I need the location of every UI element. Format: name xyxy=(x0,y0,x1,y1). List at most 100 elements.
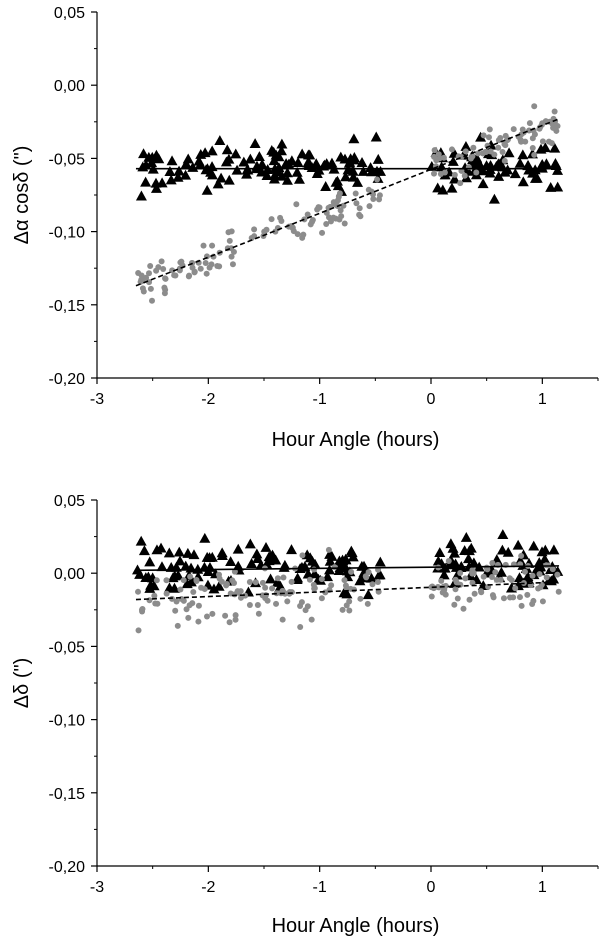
data-point-triangle xyxy=(173,165,185,176)
data-point-triangle xyxy=(517,176,529,187)
data-point-circle xyxy=(374,176,381,183)
data-point-circle xyxy=(437,171,444,178)
data-point-triangle xyxy=(150,183,162,193)
data-point-circle xyxy=(431,153,438,160)
data-point-circle xyxy=(369,581,376,588)
data-point-triangle xyxy=(174,555,186,566)
data-point-circle xyxy=(466,596,473,603)
data-point-triangle xyxy=(292,572,304,583)
data-point-triangle xyxy=(549,142,561,153)
data-point-circle xyxy=(529,600,536,607)
data-point-triangle xyxy=(283,158,295,169)
data-point-circle xyxy=(473,169,480,176)
data-point-triangle xyxy=(459,545,471,555)
y-tick-label: -0,15 xyxy=(49,786,86,803)
x-tick-label: -1 xyxy=(313,391,327,408)
data-point-triangle xyxy=(292,157,304,168)
x-axis-title: Hour Angle (hours) xyxy=(272,429,440,451)
data-point-circle xyxy=(153,577,160,584)
data-point-circle xyxy=(328,582,335,589)
data-point-circle xyxy=(554,571,561,578)
data-point-triangle xyxy=(324,564,336,575)
data-point-circle xyxy=(457,180,464,187)
data-point-triangle xyxy=(293,173,305,184)
data-point-circle xyxy=(311,566,318,573)
data-point-circle xyxy=(539,598,546,605)
data-point-triangle xyxy=(345,153,357,164)
data-point-circle xyxy=(442,591,449,598)
data-point-circle xyxy=(206,264,213,271)
data-point-circle xyxy=(510,126,517,133)
data-point-circle xyxy=(318,595,325,602)
data-point-triangle xyxy=(362,589,374,600)
data-point-circle xyxy=(485,134,492,141)
data-point-triangle xyxy=(549,157,561,168)
data-point-circle xyxy=(246,601,253,608)
data-point-circle xyxy=(193,578,200,585)
y-tick-label: -0,05 xyxy=(49,639,86,656)
data-point-triangle xyxy=(309,568,321,579)
data-point-circle xyxy=(518,138,525,145)
data-point-circle xyxy=(374,579,381,586)
data-point-triangle xyxy=(352,176,364,187)
data-point-triangle xyxy=(365,162,377,173)
data-point-triangle xyxy=(223,174,235,185)
data-point-triangle xyxy=(291,166,303,177)
data-point-triangle xyxy=(163,547,175,558)
data-point-circle xyxy=(230,248,237,255)
data-point-circle xyxy=(161,284,168,291)
data-point-triangle xyxy=(146,157,158,168)
y-tick-label: -0,10 xyxy=(49,713,86,730)
data-point-triangle xyxy=(270,554,282,565)
data-point-triangle xyxy=(260,541,272,552)
data-point-triangle xyxy=(188,549,200,560)
data-point-triangle xyxy=(370,131,382,142)
data-point-circle xyxy=(518,131,525,138)
data-point-triangle xyxy=(261,170,273,180)
data-point-circle xyxy=(147,285,154,292)
data-point-circle xyxy=(201,586,208,593)
data-point-circle xyxy=(480,573,487,580)
data-point-circle xyxy=(187,573,194,580)
data-point-triangle xyxy=(223,153,235,164)
data-point-circle xyxy=(255,610,262,617)
y-tick-label: 0,00 xyxy=(54,566,85,583)
data-point-circle xyxy=(452,586,459,593)
data-point-circle xyxy=(460,605,467,612)
data-point-triangle xyxy=(460,531,472,542)
data-point-triangle xyxy=(340,171,352,182)
data-point-triangle xyxy=(438,569,450,580)
data-point-circle xyxy=(163,590,170,597)
data-point-circle xyxy=(140,288,147,295)
data-point-circle xyxy=(325,546,332,553)
data-point-triangle xyxy=(144,583,156,593)
data-point-circle xyxy=(529,144,536,151)
data-point-circle xyxy=(469,579,476,586)
data-point-triangle xyxy=(150,149,162,160)
data-point-circle xyxy=(518,552,525,559)
data-point-triangle xyxy=(514,157,526,168)
data-point-triangle xyxy=(496,544,508,555)
data-point-circle xyxy=(438,577,445,584)
data-point-circle xyxy=(143,274,150,281)
data-point-circle xyxy=(209,610,216,617)
data-point-triangle xyxy=(199,532,211,543)
data-point-circle xyxy=(364,600,371,607)
data-point-circle xyxy=(339,606,346,613)
data-point-circle xyxy=(489,560,496,567)
data-point-circle xyxy=(512,585,519,592)
data-point-triangle xyxy=(230,148,242,159)
data-point-triangle xyxy=(372,153,384,164)
data-point-circle xyxy=(330,214,337,221)
data-point-circle xyxy=(151,592,158,599)
data-point-triangle xyxy=(528,540,540,551)
data-point-circle xyxy=(537,584,544,591)
data-point-circle xyxy=(335,193,342,200)
data-point-circle xyxy=(203,613,210,620)
y-tick-label: 0,05 xyxy=(54,493,85,510)
data-point-circle xyxy=(499,148,506,155)
data-point-triangle xyxy=(166,155,178,166)
data-point-circle xyxy=(441,586,448,593)
x-tick-label: 1 xyxy=(538,879,547,896)
data-point-circle xyxy=(448,146,455,153)
